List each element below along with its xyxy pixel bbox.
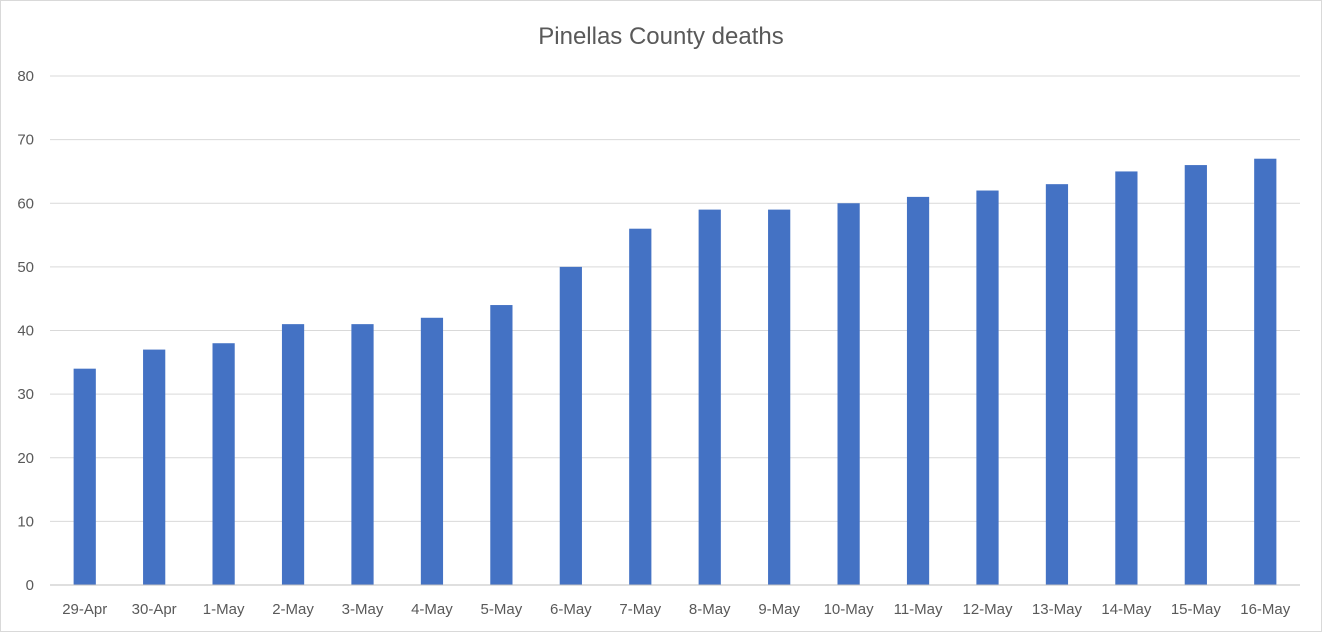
x-tick-label: 8-May <box>689 601 731 618</box>
y-tick-label: 60 <box>17 195 34 212</box>
bar-30-Apr <box>143 349 166 585</box>
x-tick-label: 11-May <box>894 601 943 618</box>
bar-8-May <box>698 209 721 586</box>
x-tick-label: 9-May <box>758 601 800 618</box>
bar-3-May <box>351 324 374 585</box>
bar-16-May <box>1254 158 1277 585</box>
bar-13-May <box>1045 184 1069 585</box>
y-tick-label: 30 <box>17 386 34 403</box>
x-tick-label: 16-May <box>1240 601 1291 618</box>
x-tick-label: 12-May <box>962 601 1013 618</box>
x-tick-label: 14-May <box>1101 601 1152 618</box>
chart-title: Pinellas County deaths <box>538 23 783 50</box>
x-tick-label: 3-May <box>342 601 384 618</box>
y-tick-label: 10 <box>17 513 34 530</box>
x-tick-label: 7-May <box>619 601 661 618</box>
bar-1-May <box>212 343 235 585</box>
y-tick-label: 0 <box>26 577 34 594</box>
y-tick-label: 80 <box>17 68 34 85</box>
x-tick-label: 15-May <box>1171 601 1222 618</box>
x-tick-label: 1-May <box>203 601 245 618</box>
bar-2-May <box>281 324 305 585</box>
y-tick-label: 20 <box>17 450 34 467</box>
bars <box>73 158 1277 586</box>
y-tick-label: 40 <box>17 323 34 340</box>
x-tick-label: 5-May <box>481 601 523 618</box>
gridlines <box>50 75 1300 522</box>
bar-7-May <box>629 228 652 585</box>
y-tick-label: 50 <box>17 259 34 276</box>
bar-6-May <box>559 266 582 585</box>
x-tick-label: 10-May <box>824 601 875 618</box>
bar-9-May <box>768 209 791 586</box>
bar-15-May <box>1184 165 1207 585</box>
bar-14-May <box>1115 171 1138 585</box>
x-tick-label: 13-May <box>1032 601 1083 618</box>
x-tick-label: 29-Apr <box>62 601 107 618</box>
x-tick-label: 6-May <box>550 601 592 618</box>
bar-5-May <box>490 305 513 585</box>
bar-4-May <box>420 317 444 585</box>
bar-12-May <box>976 190 999 585</box>
x-tick-label: 2-May <box>272 601 314 618</box>
bar-11-May <box>906 196 930 585</box>
bar-10-May <box>837 203 860 585</box>
x-axis-ticks: 29-Apr 30-Apr 1-May 2-May 3-May 4-May 5-May 6-M… <box>62 601 1291 618</box>
x-tick-label: 30-Apr <box>132 601 177 618</box>
y-axis-ticks: 0 10 20 30 40 50 60 70 80 <box>17 68 34 594</box>
y-tick-label: 70 <box>17 132 34 149</box>
x-tick-label: 4-May <box>411 601 453 618</box>
bar-29-Apr <box>73 368 96 585</box>
